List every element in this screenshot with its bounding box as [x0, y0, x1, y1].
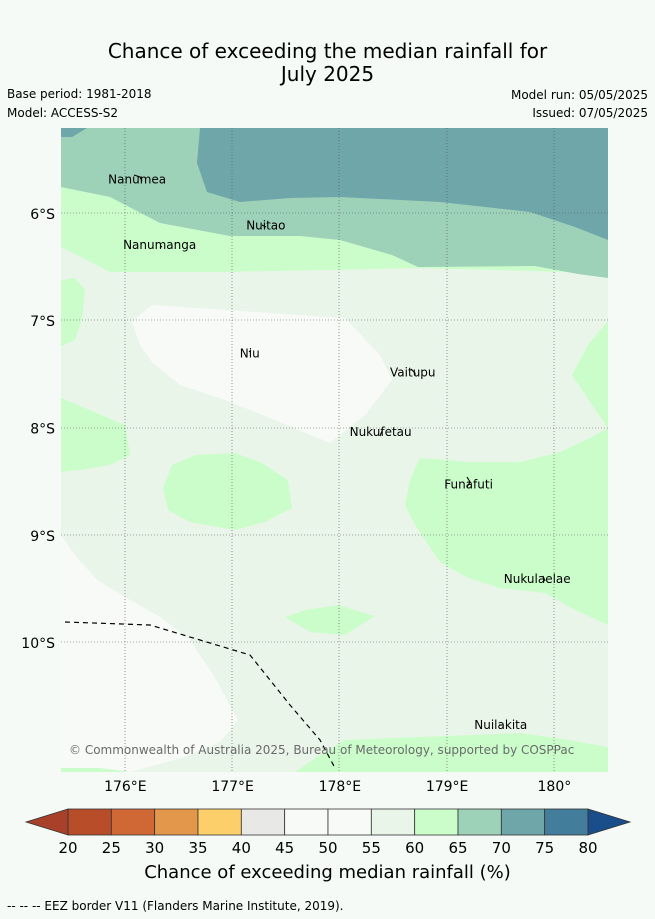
- island-funafuti: [466, 476, 471, 488]
- island-nuitao: [261, 224, 267, 228]
- colorbar-over-arrow: [587, 808, 632, 836]
- colorbar-under-arrow: [24, 808, 69, 836]
- island-nanumanga: [159, 245, 163, 249]
- colorbar-tick-40: 40: [232, 839, 251, 857]
- contour-65-south-small: [285, 605, 375, 635]
- contour-55-niu-region: [132, 305, 392, 443]
- colorbar-bin-40-45: [240, 808, 286, 836]
- place-label-vaitupu: Vaitupu: [390, 366, 436, 380]
- lon-label-179: 179°E: [426, 779, 469, 795]
- colorbar-tick-75: 75: [535, 839, 554, 857]
- gridlines: [61, 128, 608, 772]
- colorbar-tick-80: 80: [578, 839, 597, 857]
- colorbar-bin-35-40: [197, 808, 242, 836]
- lon-label-178: 178°E: [319, 779, 362, 795]
- island-nukufetau: [379, 430, 383, 437]
- contour-65-west-mid: [61, 398, 130, 472]
- place-label-nukulaelae: Nukulaelae: [504, 572, 571, 586]
- contour-75-corner: [61, 128, 87, 137]
- colorbar-tick-50: 50: [318, 839, 337, 857]
- eez-border: [64, 621, 336, 769]
- place-label-nuilakita: Nuilakita: [474, 718, 527, 732]
- contour-60-band: [61, 128, 608, 772]
- latitude-labels: 6°S 7°S 8°S 9°S 10°S: [21, 207, 55, 652]
- eez-footnote: -- -- -- EEZ border V11 (Flanders Marine…: [7, 899, 344, 913]
- title-line-2: July 2025: [280, 62, 375, 86]
- place-label-niu: Niu: [240, 346, 260, 360]
- contour-75-band: [197, 128, 608, 240]
- colorbar-tick-65: 65: [448, 839, 467, 857]
- lon-label-180: 180°: [538, 779, 572, 795]
- colorbar-bins: [24, 808, 632, 836]
- colorbar-tick-45: 45: [275, 839, 294, 857]
- colorbar: 20 25 30 35 40 45 50 55 60 65 70 75 80: [24, 808, 632, 857]
- colorbar-bin-65-70: [457, 808, 502, 836]
- contour-65-central-blob: [163, 453, 292, 530]
- island-vaitupu: [410, 368, 416, 375]
- island-niu: [248, 349, 252, 353]
- colorbar-bin-45-50: [284, 808, 329, 836]
- place-label-funafuti: Funafuti: [444, 477, 493, 491]
- colorbar-bin-60-65: [414, 808, 459, 836]
- colorbar-bin-55-60: [370, 808, 416, 836]
- colorbar-bin-75-80: [544, 808, 589, 836]
- lat-label-7: 7°S: [30, 314, 55, 330]
- base-period: Base period: 1981-2018: [7, 87, 152, 101]
- copyright-notice: © Commonwealth of Australia 2025, Bureau…: [69, 743, 574, 757]
- colorbar-tick-20: 20: [58, 839, 77, 857]
- colorbar-bin-50-55: [327, 808, 372, 836]
- contour-65-southeast: [405, 428, 608, 625]
- model-name: Model: ACCESS-S2: [7, 106, 119, 120]
- issued-date: Issued: 07/05/2025: [532, 106, 648, 120]
- model-run: Model run: 05/05/2025: [510, 88, 648, 102]
- contour-65-southwest-strip: [61, 768, 130, 772]
- place-label-nanumea: Nanumea: [108, 173, 166, 187]
- colorbar-tick-35: 35: [188, 839, 207, 857]
- map-figure: Nanumea Nuitao Nanumanga Niu Vaitupu Nukufeta…: [21, 128, 608, 795]
- place-labels: Nanumea Nuitao Nanumanga Niu Vaitupu Nukufeta…: [108, 173, 571, 732]
- colorbar-tick-70: 70: [492, 839, 511, 857]
- place-label-nukufetau: Nukufetau: [350, 425, 412, 439]
- colorbar-bin-20-25: [67, 808, 112, 836]
- island-nukulaelae: [542, 575, 546, 582]
- contour-65-east: [572, 321, 608, 428]
- lat-label-9: 9°S: [30, 529, 55, 545]
- colorbar-tick-60: 60: [405, 839, 424, 857]
- chart-title: Chance of exceeding the median rainfall …: [0, 40, 655, 86]
- colorbar-title: Chance of exceeding median rainfall (%): [144, 862, 511, 883]
- lat-label-10: 10°S: [21, 636, 55, 652]
- colorbar-tick-labels: 20 25 30 35 40 45 50 55 60 65 70 75 80: [58, 839, 597, 857]
- lon-label-177: 177°E: [211, 779, 254, 795]
- contour-65-west-upper: [61, 278, 85, 346]
- colorbar-bin-30-35: [154, 808, 199, 836]
- colorbar-bin-25-30: [110, 808, 156, 836]
- longitude-labels: 176°E 177°E 178°E 179°E 180°: [104, 779, 571, 795]
- lon-label-176: 176°E: [104, 779, 147, 795]
- title-line-1: Chance of exceeding the median rainfall …: [107, 39, 548, 63]
- colorbar-tick-55: 55: [362, 839, 381, 857]
- contour-65-south-strip: [295, 733, 608, 772]
- island-nanumea: [133, 174, 143, 182]
- map-area: Nanumea Nuitao Nanumanga Niu Vaitupu Nukufeta…: [61, 128, 608, 772]
- colorbar-bin-70-75: [500, 808, 546, 836]
- island-outlines: [133, 174, 546, 726]
- lat-label-8: 8°S: [30, 422, 55, 438]
- colorbar-tick-25: 25: [102, 839, 121, 857]
- colorbar-tick-30: 30: [145, 839, 164, 857]
- place-label-nanumanga: Nanumanga: [123, 238, 196, 252]
- place-label-nuitao: Nuitao: [246, 219, 285, 233]
- lat-label-6: 6°S: [30, 207, 55, 223]
